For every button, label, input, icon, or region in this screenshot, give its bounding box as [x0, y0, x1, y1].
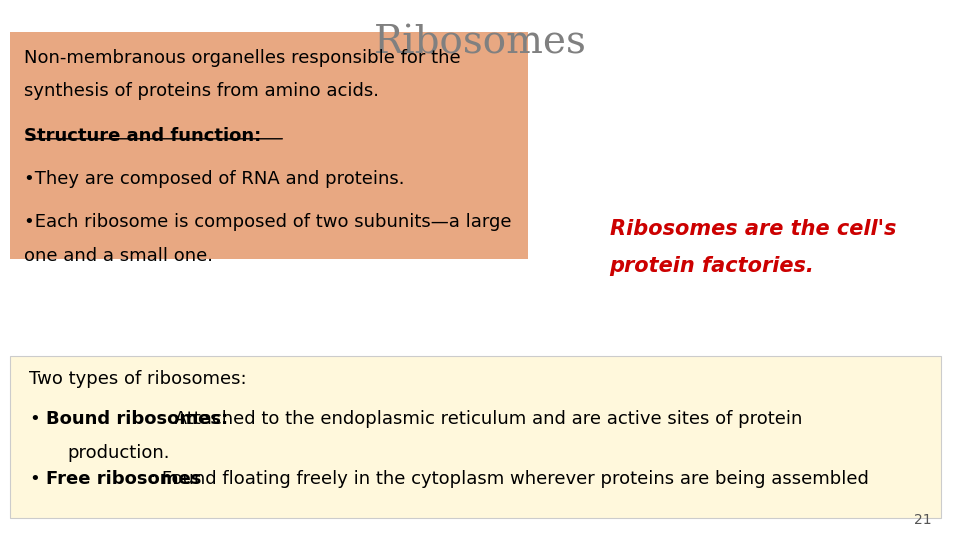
Text: Ribosomes are the cell's: Ribosomes are the cell's [610, 219, 896, 239]
Text: protein factories.: protein factories. [610, 256, 814, 276]
FancyBboxPatch shape [10, 356, 941, 518]
Text: Free ribosomes: Free ribosomes [46, 470, 202, 488]
Text: Two types of ribosomes:: Two types of ribosomes: [29, 370, 247, 388]
Text: Structure and function:: Structure and function: [24, 127, 261, 145]
Text: Attached to the endoplasmic reticulum and are active sites of protein: Attached to the endoplasmic reticulum an… [169, 410, 803, 428]
Text: •: • [29, 410, 39, 428]
Text: •They are composed of RNA and proteins.: •They are composed of RNA and proteins. [24, 170, 404, 188]
Text: one and a small one.: one and a small one. [24, 247, 213, 265]
Text: •Each ribosome is composed of two subunits—a large: •Each ribosome is composed of two subuni… [24, 213, 512, 231]
Text: 21: 21 [914, 512, 931, 526]
Text: Non-membranous organelles responsible for the: Non-membranous organelles responsible fo… [24, 49, 461, 66]
FancyBboxPatch shape [10, 32, 528, 259]
Text: production.: production. [67, 444, 170, 462]
Text: Bound ribosomes:: Bound ribosomes: [46, 410, 228, 428]
Text: : Found floating freely in the cytoplasm wherever proteins are being assembled: : Found floating freely in the cytoplasm… [150, 470, 869, 488]
Text: •: • [29, 470, 39, 488]
Text: synthesis of proteins from amino acids.: synthesis of proteins from amino acids. [24, 82, 379, 100]
Text: Ribosomes: Ribosomes [373, 24, 587, 62]
